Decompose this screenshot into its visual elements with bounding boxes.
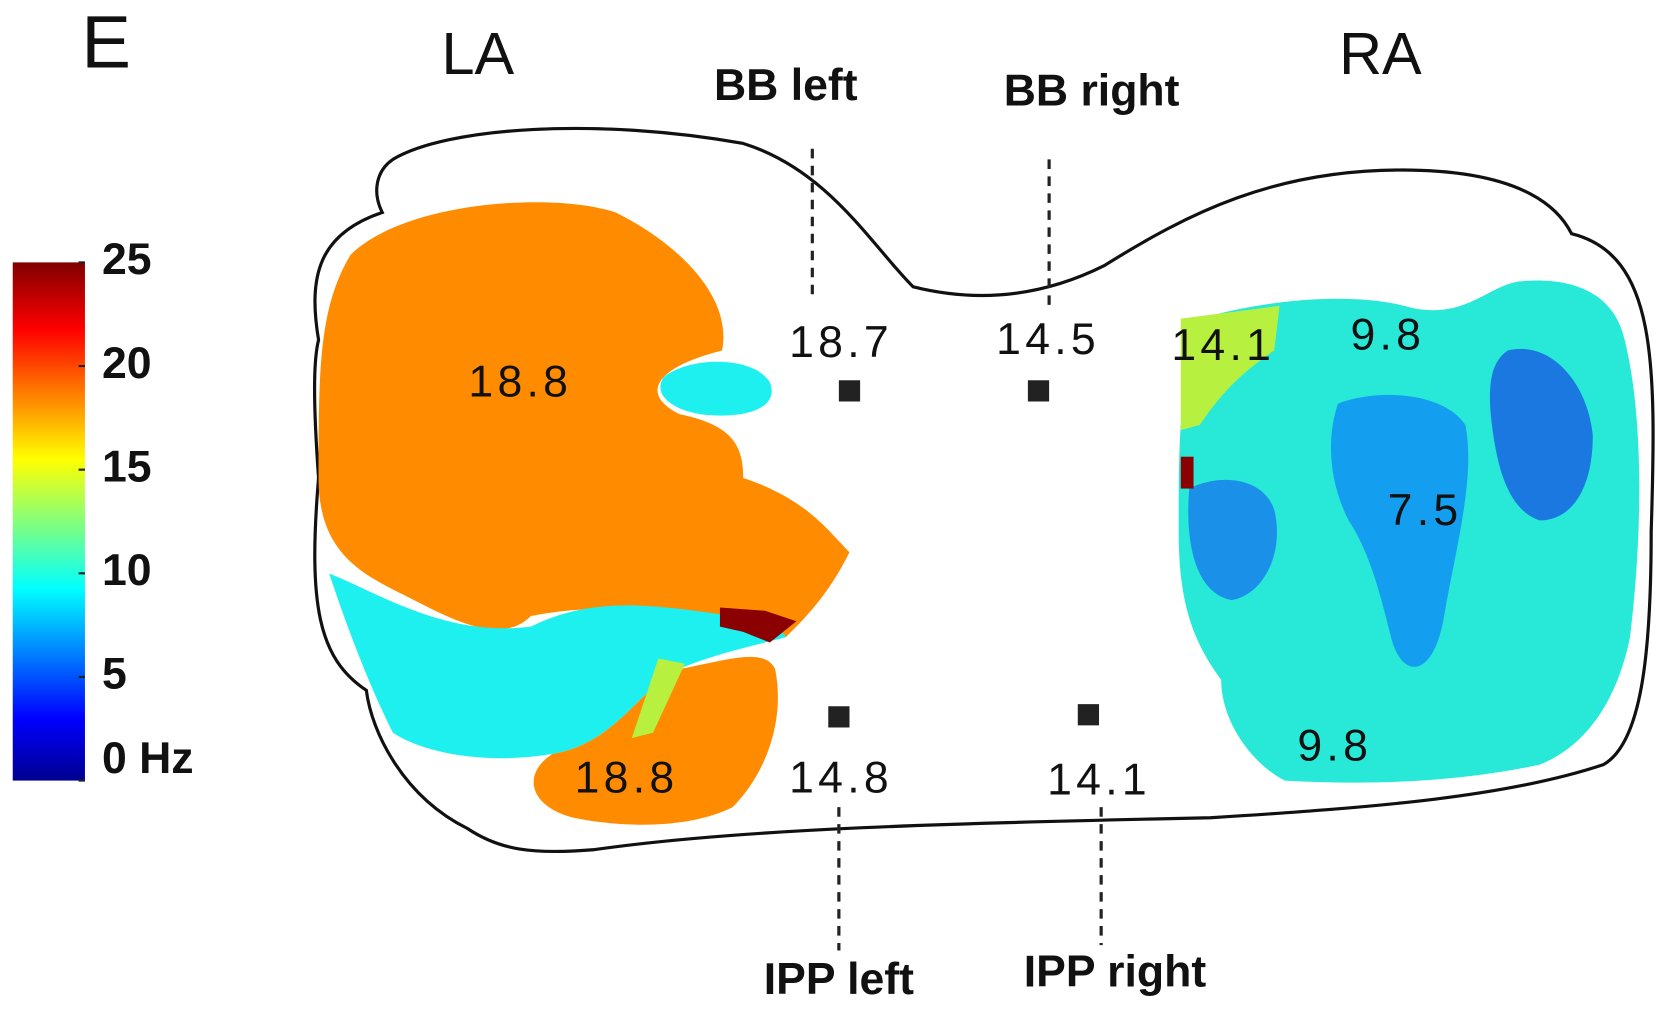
frequency-label: 9.8 <box>1297 722 1372 771</box>
frequency-label: 14.8 <box>789 753 893 802</box>
panel-label: E <box>81 1 131 84</box>
chamber-label: LA <box>441 20 514 87</box>
colorbar-tick-label: 0 Hz <box>102 734 194 783</box>
frequency-label: 14.1 <box>1047 755 1151 804</box>
colorbar-tick-label: 25 <box>102 235 152 284</box>
frequency-label: 14.5 <box>996 315 1100 364</box>
frequency-label: 9.8 <box>1350 311 1425 360</box>
colorbar-tick-label: 10 <box>102 546 152 595</box>
site-marker <box>839 380 860 401</box>
figure: E LA RA BB left BB right IPP left IPP ri… <box>0 0 1665 1009</box>
frequency-label: 18.8 <box>468 357 572 406</box>
frequency-label: 7.5 <box>1388 486 1463 535</box>
site-marker <box>1028 380 1049 401</box>
site-marker <box>1078 704 1099 725</box>
colorbar-ticks: 25 20 15 10 5 0 Hz <box>79 235 194 783</box>
site-label: BB left <box>714 61 858 110</box>
frequency-label: 14.1 <box>1171 321 1275 370</box>
colorbar-tick-label: 5 <box>102 650 127 699</box>
frequency-label: 18.7 <box>789 318 893 367</box>
chamber-label: RA <box>1339 20 1422 87</box>
site-label: BB right <box>1004 66 1180 115</box>
colorbar <box>13 262 85 780</box>
page: {"panel_label": "E", "chamber_labels": {… <box>0 0 1665 1009</box>
region-max <box>1181 457 1194 489</box>
frequency-label: 18.8 <box>575 753 679 802</box>
region-mid <box>660 362 771 416</box>
region-high <box>319 202 850 637</box>
site-label: IPP right <box>1024 948 1207 997</box>
colorbar-tick-label: 15 <box>102 442 152 491</box>
site-label: IPP left <box>764 955 914 1004</box>
site-marker <box>828 706 849 727</box>
colorbar-tick-label: 20 <box>102 339 152 388</box>
